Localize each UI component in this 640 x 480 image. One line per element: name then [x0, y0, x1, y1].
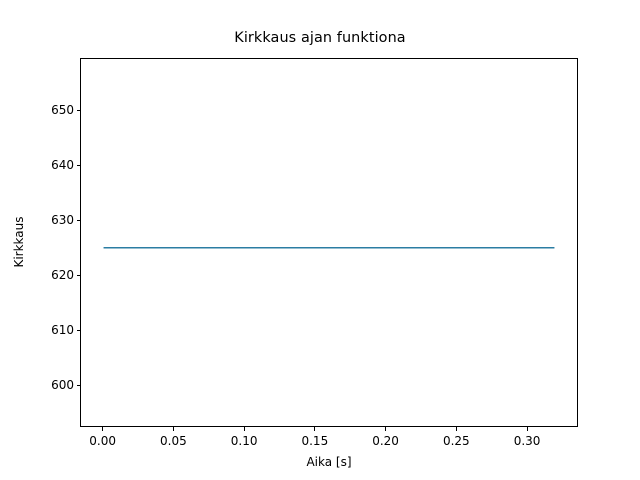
y-tick-label: 620	[51, 268, 74, 283]
x-tick-mark	[102, 427, 104, 431]
x-tick-label: 0.25	[442, 434, 470, 448]
x-tick-label: 0.05	[160, 434, 187, 448]
x-tick-label: 0.30	[513, 434, 541, 448]
y-tick-mark	[76, 109, 80, 111]
x-tick-label: 0.00	[89, 434, 116, 448]
y-axis-label: Kirkkaus	[12, 216, 26, 268]
y-tick-mark	[76, 384, 80, 386]
y-tick-label: 640	[51, 158, 74, 173]
x-tick-mark	[455, 427, 457, 431]
x-tick-mark	[243, 427, 245, 431]
x-tick-mark	[526, 427, 528, 431]
x-tick-label: 0.10	[230, 434, 258, 448]
x-tick-mark	[385, 427, 387, 431]
y-tick-label: 630	[51, 213, 74, 228]
y-tick-label: 650	[51, 103, 74, 118]
y-tick-label: 600	[51, 378, 74, 393]
x-tick-mark	[172, 427, 175, 431]
y-tick-label: 610	[51, 323, 74, 338]
x-tick-label: 0.15	[301, 434, 329, 448]
x-tick-label: 0.20	[372, 434, 399, 448]
x-axis-label: Aika [s]	[306, 455, 352, 469]
y-axis-tick-labels: 600 610 620 630 640 650	[10, 0, 74, 480]
y-tick-mark	[76, 329, 80, 331]
plot-axes	[80, 58, 578, 427]
y-tick-mark	[76, 164, 80, 166]
y-tick-mark	[76, 274, 80, 276]
plot-canvas	[103, 246, 555, 249]
y-tick-mark	[76, 219, 80, 221]
x-tick-mark	[314, 427, 316, 431]
chart-title: Kirkkaus ajan funktiona	[234, 30, 406, 46]
